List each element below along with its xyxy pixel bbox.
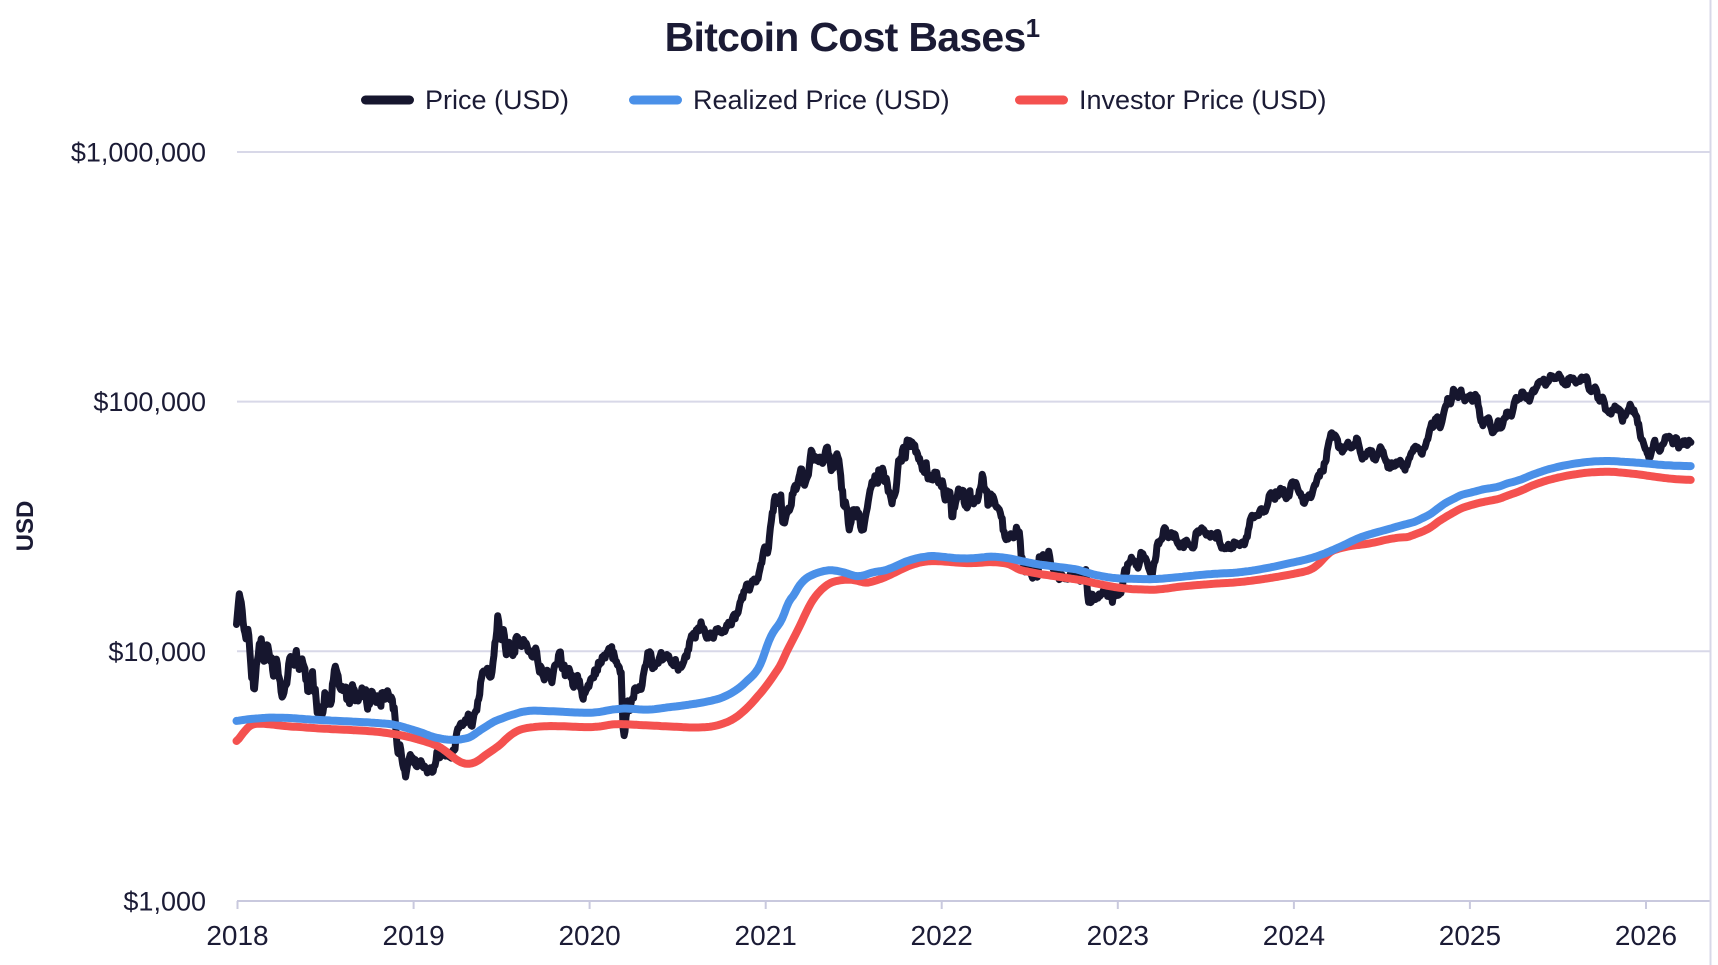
svg-text:2021: 2021	[735, 920, 797, 951]
svg-text:Bitcoin Cost Bases1: Bitcoin Cost Bases1	[665, 13, 1040, 60]
svg-text:$10,000: $10,000	[108, 637, 206, 667]
svg-text:$1,000: $1,000	[123, 887, 206, 917]
svg-text:2022: 2022	[911, 920, 973, 951]
svg-text:2019: 2019	[382, 920, 444, 951]
svg-text:2025: 2025	[1439, 920, 1501, 951]
svg-text:2024: 2024	[1263, 920, 1325, 951]
svg-text:2018: 2018	[206, 920, 268, 951]
svg-text:2020: 2020	[558, 920, 620, 951]
svg-text:$100,000: $100,000	[93, 387, 206, 417]
svg-text:2026: 2026	[1615, 920, 1677, 951]
svg-text:Price (USD): Price (USD)	[425, 85, 569, 115]
svg-text:Realized Price (USD): Realized Price (USD)	[693, 85, 950, 115]
svg-text:$1,000,000: $1,000,000	[71, 138, 206, 168]
svg-text:Investor Price (USD): Investor Price (USD)	[1079, 85, 1327, 115]
svg-text:2023: 2023	[1087, 920, 1149, 951]
svg-text:USD: USD	[12, 501, 39, 552]
